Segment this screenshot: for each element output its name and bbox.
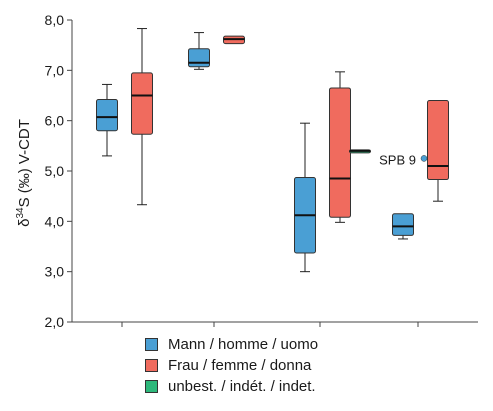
legend-label: unbest. / indét. / indet. xyxy=(168,377,316,395)
y-tick-label: 8,0 xyxy=(45,12,65,28)
y-tick-label: 4,0 xyxy=(45,213,65,229)
box-0-3 xyxy=(392,213,414,240)
box-body xyxy=(96,99,118,132)
box-body xyxy=(329,87,351,218)
box-body xyxy=(392,213,414,236)
legend-label: Frau / femme / donna xyxy=(168,356,312,374)
legend-item: unbest. / indét. / indet. xyxy=(145,376,318,396)
x-tick-label: Aesch xyxy=(101,333,143,335)
plot-frame xyxy=(71,20,478,323)
legend-swatch xyxy=(145,379,158,393)
x-tick-label: Oberbipp xyxy=(289,333,351,335)
x-tick-label: Spreitenbach xyxy=(374,333,462,335)
box-0-1 xyxy=(188,32,210,70)
y-tick-label: 3,0 xyxy=(45,264,65,280)
box-0-0 xyxy=(96,83,118,157)
box-2-2 xyxy=(349,149,371,154)
y-tick-label: 2,0 xyxy=(45,314,65,330)
boxplot-chart: 2,0 3,0 4,0 5,0 6,0 7,0 8,0 Aesch Muttenz Oberbi… xyxy=(15,12,478,335)
box-1-3 xyxy=(427,100,449,202)
box-body xyxy=(131,72,153,135)
legend-label: Mann / homme / uomo xyxy=(168,335,319,353)
box-marks xyxy=(96,28,449,273)
box-body xyxy=(427,100,449,181)
box-1-2 xyxy=(329,71,351,223)
legend-item: Mann / homme / uomo xyxy=(145,334,318,354)
box-body xyxy=(188,48,210,68)
outlier-points: SPB 9 xyxy=(379,152,428,167)
y-axis-ticks: 2,0 3,0 4,0 5,0 6,0 7,0 8,0 xyxy=(45,12,72,330)
legend-item: Frau / femme / donna xyxy=(145,355,318,375)
y-axis-label: δ34S (‰) V-CDT xyxy=(15,119,33,227)
box-1-0 xyxy=(131,28,153,206)
y-tick-label: 5,0 xyxy=(45,163,65,179)
box-0-2 xyxy=(294,122,316,273)
outlier-point xyxy=(420,155,428,162)
point-label: SPB 9 xyxy=(379,152,416,167)
x-axis-labels: Aesch Muttenz Oberbipp Spreitenbach xyxy=(101,322,462,335)
legend-swatch xyxy=(145,337,158,351)
y-tick-label: 6,0 xyxy=(45,113,65,129)
x-tick-label: Muttenz xyxy=(187,333,240,335)
y-tick-label: 7,0 xyxy=(45,62,65,78)
box-1-1 xyxy=(223,35,245,45)
legend-swatch xyxy=(145,358,158,372)
legend: Mann / homme / uomo Frau / femme / donna u… xyxy=(145,334,318,397)
